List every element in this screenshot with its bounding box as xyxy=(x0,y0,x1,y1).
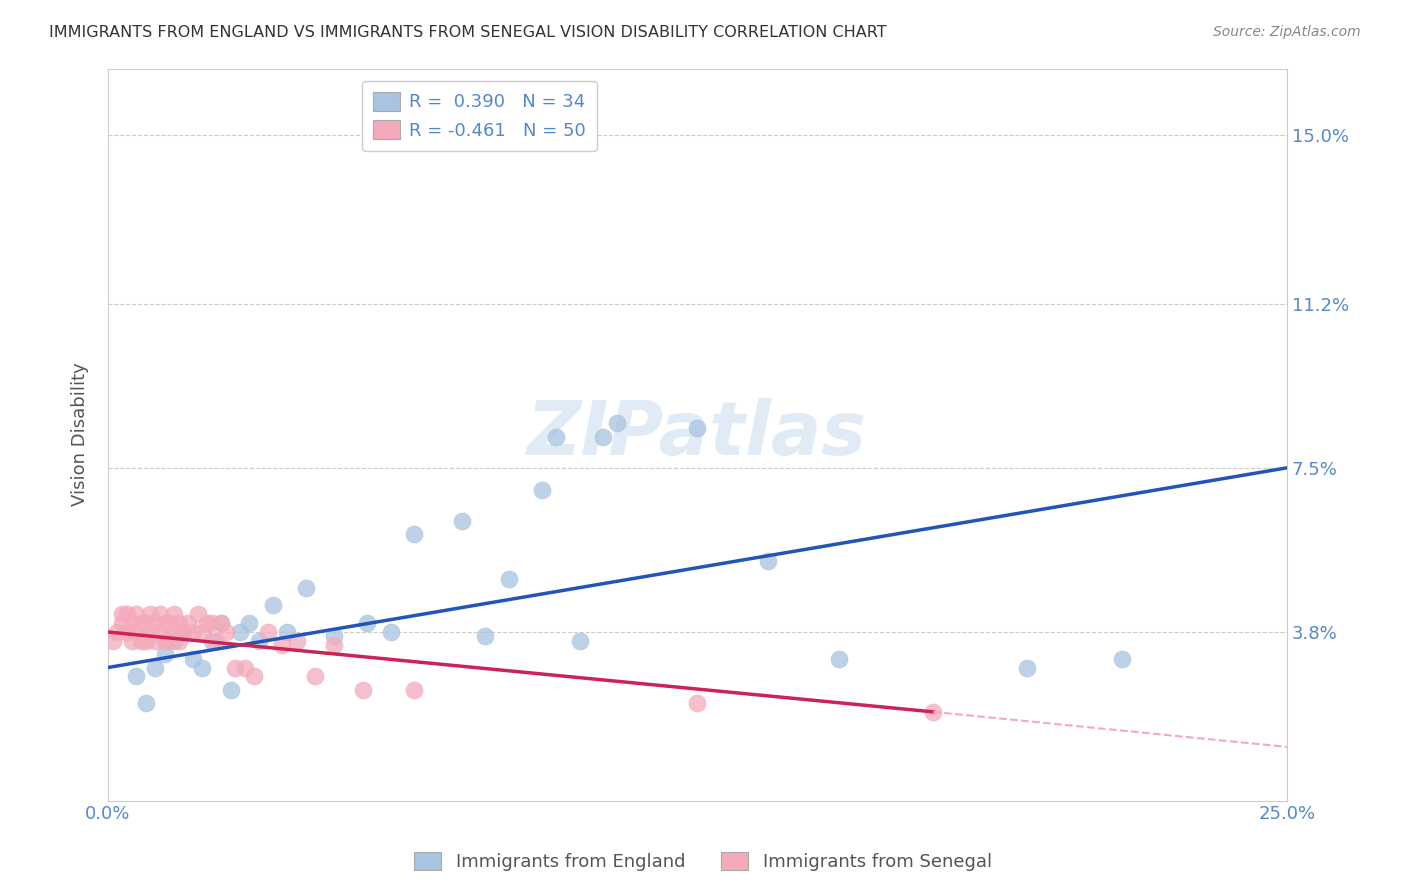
Point xyxy=(163,633,186,648)
Point xyxy=(115,625,138,640)
Point xyxy=(247,633,270,648)
Point xyxy=(111,607,134,622)
Point xyxy=(201,633,224,648)
Point xyxy=(233,660,256,674)
Point xyxy=(450,514,472,528)
Point xyxy=(205,633,228,648)
Point xyxy=(125,607,148,622)
Point xyxy=(191,625,214,640)
Point xyxy=(143,616,166,631)
Point xyxy=(404,527,426,541)
Point xyxy=(153,633,176,648)
Point xyxy=(111,616,134,631)
Point xyxy=(153,616,176,631)
Point xyxy=(271,638,294,652)
Point xyxy=(219,682,242,697)
Point xyxy=(163,607,186,622)
Point xyxy=(544,430,567,444)
Point xyxy=(215,625,238,640)
Point xyxy=(530,483,553,497)
Point xyxy=(295,581,318,595)
Point xyxy=(606,417,628,431)
Point xyxy=(167,633,190,648)
Point xyxy=(101,633,124,648)
Point xyxy=(756,554,779,568)
Point xyxy=(276,625,298,640)
Point xyxy=(1017,660,1039,674)
Point xyxy=(404,682,426,697)
Point xyxy=(243,669,266,683)
Point xyxy=(262,599,284,613)
Point xyxy=(828,651,851,665)
Point xyxy=(229,625,252,640)
Y-axis label: Vision Disability: Vision Disability xyxy=(72,363,89,507)
Point xyxy=(195,616,218,631)
Point xyxy=(380,625,402,640)
Point xyxy=(187,607,209,622)
Point xyxy=(1111,651,1133,665)
Point xyxy=(177,616,200,631)
Point xyxy=(474,630,496,644)
Point xyxy=(121,633,143,648)
Point xyxy=(304,669,326,683)
Point xyxy=(107,625,129,640)
Point xyxy=(224,660,246,674)
Point xyxy=(143,633,166,648)
Point xyxy=(167,616,190,631)
Point xyxy=(125,625,148,640)
Point xyxy=(129,633,152,648)
Point xyxy=(121,616,143,631)
Point xyxy=(323,638,346,652)
Point xyxy=(129,616,152,631)
Point xyxy=(139,607,162,622)
Point xyxy=(686,421,709,435)
Point xyxy=(135,633,157,648)
Point xyxy=(135,616,157,631)
Point xyxy=(238,616,260,631)
Point xyxy=(181,625,204,640)
Point xyxy=(352,682,374,697)
Text: ZIPatlas: ZIPatlas xyxy=(527,398,868,471)
Point xyxy=(201,616,224,631)
Point xyxy=(135,696,157,710)
Legend: R =  0.390   N = 34, R = -0.461   N = 50: R = 0.390 N = 34, R = -0.461 N = 50 xyxy=(363,81,596,151)
Point xyxy=(157,616,180,631)
Point xyxy=(686,696,709,710)
Point xyxy=(172,625,194,640)
Point xyxy=(209,616,232,631)
Point xyxy=(498,572,520,586)
Point xyxy=(149,625,172,640)
Point xyxy=(172,625,194,640)
Point xyxy=(139,625,162,640)
Point xyxy=(209,616,232,631)
Point xyxy=(568,633,591,648)
Point xyxy=(356,616,378,631)
Point xyxy=(125,669,148,683)
Point xyxy=(157,633,180,648)
Point xyxy=(257,625,280,640)
Point xyxy=(323,630,346,644)
Point xyxy=(115,607,138,622)
Point xyxy=(181,651,204,665)
Point xyxy=(149,607,172,622)
Point xyxy=(191,660,214,674)
Point xyxy=(153,647,176,661)
Point xyxy=(592,430,614,444)
Point xyxy=(285,633,308,648)
Legend: Immigrants from England, Immigrants from Senegal: Immigrants from England, Immigrants from… xyxy=(406,845,1000,879)
Point xyxy=(163,625,186,640)
Point xyxy=(143,660,166,674)
Text: Source: ZipAtlas.com: Source: ZipAtlas.com xyxy=(1213,25,1361,39)
Text: IMMIGRANTS FROM ENGLAND VS IMMIGRANTS FROM SENEGAL VISION DISABILITY CORRELATION: IMMIGRANTS FROM ENGLAND VS IMMIGRANTS FR… xyxy=(49,25,887,40)
Point xyxy=(922,705,945,719)
